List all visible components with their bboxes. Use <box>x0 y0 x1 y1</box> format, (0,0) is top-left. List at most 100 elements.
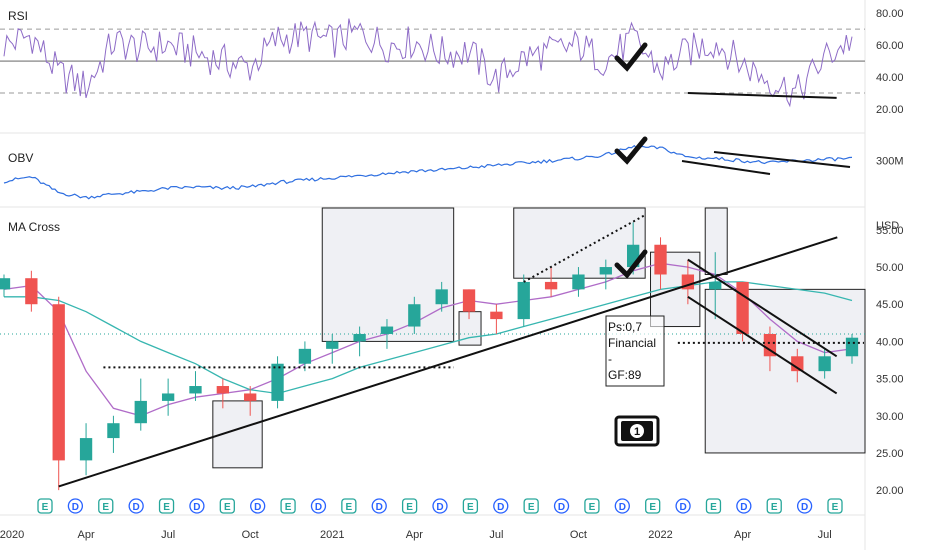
marker-shape <box>432 498 448 514</box>
candle-body <box>161 393 175 401</box>
x-axis: 2020 Apr Jul Oct 2021 Apr Jul Oct 2022 Apr Jul <box>0 529 832 541</box>
marker-label: D <box>436 502 443 513</box>
rsi-tick-label: 80.00 <box>876 8 904 20</box>
candle-body <box>244 393 257 401</box>
price-pane-title: MA Cross <box>8 220 60 234</box>
candle-body <box>52 304 65 461</box>
earnings-marker: E <box>37 498 53 514</box>
obv-pane-title: OBV <box>8 151 33 165</box>
obv-tick-label: 300M <box>876 156 904 168</box>
x-tick-label: Jul <box>489 529 503 541</box>
earnings-marker: E <box>705 498 722 514</box>
marker-shape <box>523 498 539 514</box>
marker-shape <box>705 498 722 514</box>
candle-body <box>271 363 284 401</box>
candle-body <box>544 281 558 290</box>
marker-label: E <box>710 502 717 513</box>
price-tick-label: 20.00 <box>876 485 904 497</box>
marker-shape <box>614 498 630 514</box>
obv-pane: 300M <box>3 136 904 200</box>
candle-body <box>599 267 612 275</box>
x-tick-label: Apr <box>78 529 95 541</box>
marker-shape <box>584 498 600 514</box>
marker-shape <box>401 498 418 514</box>
earnings-marker: E <box>280 498 296 514</box>
candle-body <box>326 341 339 349</box>
dividend-marker: D <box>553 498 570 514</box>
check-mark-icon <box>614 136 648 165</box>
annotation-text: GF:89 <box>608 368 642 382</box>
candle-body <box>791 356 804 372</box>
x-tick-label: Jul <box>161 529 175 541</box>
x-tick-label: Oct <box>242 529 259 541</box>
candle-body <box>462 289 476 312</box>
marker-label: D <box>133 502 140 513</box>
marker-shape <box>827 498 843 514</box>
marker-label: E <box>589 502 596 513</box>
marker-shape <box>67 498 84 514</box>
x-tick-label: Apr <box>406 529 423 541</box>
price-trendline <box>523 214 646 283</box>
x-tick-label: 2020 <box>0 529 24 541</box>
earnings-marker: E <box>401 498 418 514</box>
price-tick-label: 30.00 <box>876 411 904 423</box>
price-tick-label: 45.00 <box>876 299 904 311</box>
rsi-pane-title: RSI <box>8 9 28 23</box>
marker-label: D <box>376 502 383 513</box>
dividend-marker: D <box>371 498 387 514</box>
marker-shape <box>158 498 175 514</box>
candle-body <box>818 356 831 372</box>
banknote-icon: 1 <box>614 415 660 447</box>
price-trendline <box>58 236 838 488</box>
marker-shape <box>98 498 114 514</box>
price-zone-box <box>513 207 646 279</box>
marker-label: E <box>102 502 109 513</box>
marker-label: E <box>285 502 292 513</box>
candle-body <box>0 278 11 290</box>
candle-body <box>298 348 312 364</box>
price-trendline <box>687 295 838 395</box>
earnings-marker: E <box>158 498 175 514</box>
marker-shape <box>219 498 235 514</box>
x-tick-label: Apr <box>734 529 751 541</box>
marker-shape <box>310 498 327 514</box>
dividend-marker: D <box>250 498 266 514</box>
marker-shape <box>645 498 661 514</box>
dividend-marker: D <box>189 498 205 514</box>
earnings-marker: E <box>827 498 843 514</box>
obv-trendline <box>681 160 771 175</box>
annotation-text: - <box>608 352 612 366</box>
marker-label: D <box>801 502 808 513</box>
marker-shape <box>675 498 691 514</box>
candle-body <box>107 423 120 439</box>
candle-body <box>408 304 421 327</box>
check-mark-icon <box>614 249 648 279</box>
candle-body <box>654 244 667 275</box>
price-tick-label: 35.00 <box>876 374 904 386</box>
rsi-tick-label: 20.00 <box>876 104 904 116</box>
rsi-pane: 80.00 60.00 40.00 20.00 <box>0 8 904 116</box>
dividend-marker: D <box>310 498 327 514</box>
annotation-box <box>605 315 665 387</box>
marker-label: E <box>42 502 49 513</box>
earnings-marker: E <box>523 498 539 514</box>
x-tick-label: Jul <box>818 529 832 541</box>
candle-body <box>845 337 859 357</box>
candle-body <box>736 281 749 334</box>
marker-shape <box>736 498 752 514</box>
price-currency-label: USD <box>876 220 899 232</box>
marker-shape <box>796 498 813 514</box>
candle-body <box>353 333 366 342</box>
price-zone-box <box>704 288 866 454</box>
marker-label: D <box>193 502 200 513</box>
earnings-marker: E <box>219 498 235 514</box>
marker-shape <box>341 498 357 514</box>
price-pane: 55.00 50.00 45.00 40.00 35.00 30.00 25.00 20.00… <box>0 207 904 514</box>
dividend-marker: D <box>796 498 813 514</box>
marker-shape <box>128 498 144 514</box>
marker-shape <box>250 498 266 514</box>
marker-label: E <box>163 502 170 513</box>
price-zone-box <box>704 207 728 275</box>
candle-body <box>435 289 448 305</box>
